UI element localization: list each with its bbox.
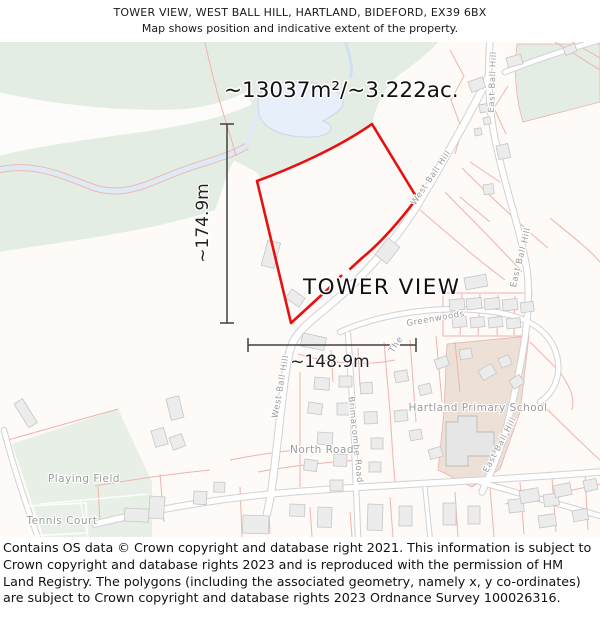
playing-field-markings (27, 493, 149, 537)
school-building (445, 415, 495, 467)
horizontal-dimension-line (247, 338, 417, 352)
street-label-east-ball-hill-top: East Ball Hill (487, 51, 499, 113)
property-boundary (255, 122, 419, 325)
property-name-label: TOWER VIEW (302, 275, 461, 300)
height-dimension-label: ~174.9m (193, 183, 213, 262)
buildings (13, 42, 599, 535)
pond-outlet (245, 111, 260, 146)
copyright-footer: Contains OS data © Crown copyright and d… (0, 537, 600, 628)
street-label-north-road: North Road (290, 444, 354, 456)
boundary-gap-dash (337, 274, 343, 280)
width-dimension-label: ~148.9m (290, 352, 369, 372)
property-map: ~13037m²/~3.222ac. TOWER VIEW ~174.9m ~1… (0, 42, 600, 537)
property-boundary-group (255, 122, 419, 325)
page-header: TOWER VIEW, WEST BALL HILL, HARTLAND, BI… (0, 0, 600, 42)
field-wedge (0, 92, 252, 156)
map-subtitle: Map shows position and indicative extent… (141, 22, 459, 35)
place-label-playing-field: Playing Field (48, 473, 120, 485)
place-label-school: Hartland Primary School (408, 402, 547, 414)
vertical-dimension-line (220, 123, 234, 324)
map-canvas: ~13037m²/~3.222ac. TOWER VIEW ~174.9m ~1… (0, 42, 600, 537)
roads (0, 42, 600, 537)
road-surfaces (1, 42, 600, 537)
dimension-lines (220, 123, 417, 352)
area-label: ~13037m²/~3.222ac. (224, 78, 459, 103)
water-features (0, 42, 353, 195)
tennis-court-outline (27, 502, 89, 537)
stream (0, 143, 249, 194)
pond (257, 81, 344, 138)
stream-inlet (344, 42, 353, 79)
address-title: TOWER VIEW, WEST BALL HILL, HARTLAND, BI… (113, 6, 487, 19)
place-label-tennis-court: Tennis Court (26, 515, 98, 527)
